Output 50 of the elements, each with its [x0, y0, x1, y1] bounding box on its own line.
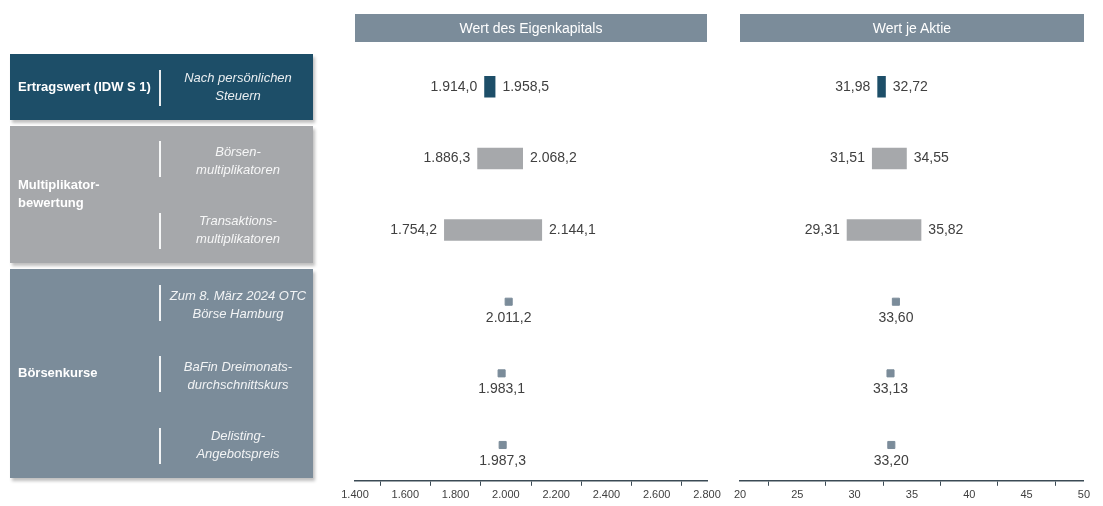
x-tick-label: 2.200	[542, 488, 570, 501]
x-tick-label: 1.400	[341, 488, 369, 501]
x-tick-label: 45	[1020, 488, 1033, 501]
y-tick-label: Nach persönlichen Steuern	[183, 68, 293, 105]
bar	[877, 76, 886, 98]
data-label: 2.011,2	[485, 308, 532, 325]
chart-title: Wert je Aktie	[740, 14, 1084, 42]
data-label: 1.983,1	[478, 380, 526, 397]
y-tick-label: Zum 8. März 2024 OTC Börse Hamburg	[168, 286, 308, 323]
bar	[477, 147, 524, 170]
x-tick-label: 2.600	[642, 488, 671, 501]
x-tick-label: 50	[1077, 488, 1091, 501]
text: 1.754,2	[390, 220, 438, 237]
data-label: 33,20	[873, 451, 910, 468]
x-tick-label: 2.400	[592, 488, 621, 501]
text: 35,82	[928, 220, 964, 237]
y-tick-label: Transaktions-multiplikatoren	[195, 212, 281, 249]
x-tick-label: 40	[963, 488, 976, 501]
bar	[871, 147, 907, 170]
x-tick-label: 1.800	[441, 488, 470, 501]
bar	[484, 76, 496, 98]
data-label: 1.987,3	[479, 451, 527, 468]
y-tick-label: Delisting-Angebotspreis	[195, 426, 281, 463]
x-tick-label: 30	[848, 488, 861, 501]
text: 1.958,5	[502, 77, 550, 94]
x-tick-label: 20	[733, 488, 747, 501]
text: 2.144,1	[549, 220, 596, 237]
chart-title: Wert des Eigenkapitals	[355, 14, 707, 42]
y-tick-label: Börsen-multiplikatoren	[195, 143, 281, 180]
x-tick-label: 25	[791, 488, 804, 501]
text: 1.914,0	[430, 77, 478, 94]
data-label: 33,13	[872, 380, 909, 397]
bar	[444, 219, 543, 241]
data-label: 33,60	[878, 308, 914, 325]
y-tick-label: BaFin Dreimonats-durchschnittskurs	[182, 358, 294, 395]
x-tick-label: 1.600	[391, 488, 420, 501]
text: 32,72	[892, 77, 928, 94]
text: 2.068,2	[530, 149, 577, 166]
text: Multiplikator-bewertung	[18, 176, 101, 213]
text: Ertragswert (IDW S 1)	[18, 77, 152, 96]
text: 34,55	[913, 149, 949, 166]
text: 1.886,3	[423, 149, 471, 166]
x-tick-label: 35	[905, 488, 919, 501]
x-tick-label: 2.800	[693, 488, 721, 501]
x-tick-label: 2.000	[492, 488, 520, 501]
text: 29,31	[804, 220, 840, 237]
text: Börsenkurse	[18, 364, 99, 383]
bar	[846, 219, 922, 241]
text: 31,98	[835, 77, 871, 94]
text: 31,51	[829, 149, 865, 166]
